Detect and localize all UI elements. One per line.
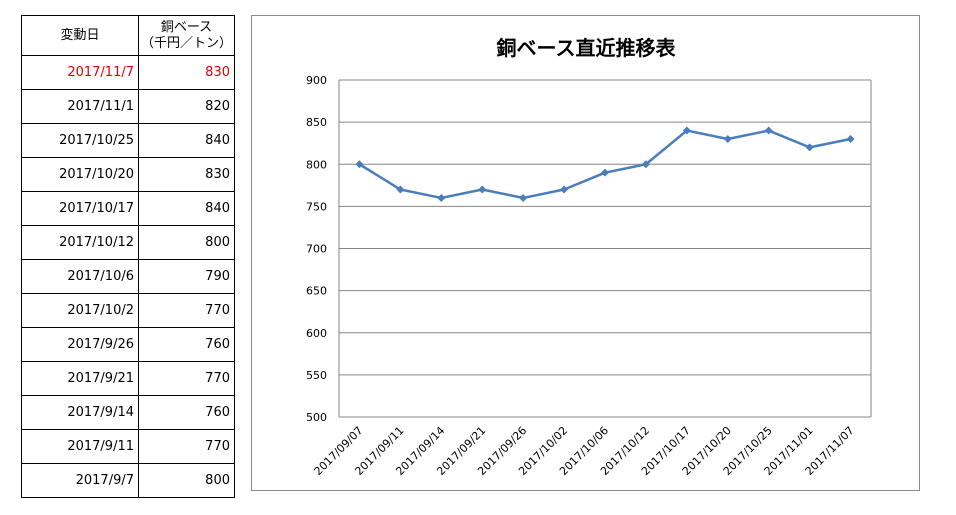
cell-date[interactable]: 2017/10/6 [21,259,139,294]
cell-price[interactable]: 820 [138,89,235,124]
table-header-row: 変動日 銅ベース （千円／トン） [21,15,235,56]
table-row[interactable]: 2017/9/11 770 [21,429,235,464]
table-row[interactable]: 2017/10/17 840 [21,191,235,226]
cell-price[interactable]: 800 [138,225,235,260]
cell-price[interactable]: 830 [138,55,235,90]
table-row[interactable]: 2017/10/12 800 [21,225,235,260]
data-point[interactable] [601,168,609,177]
table-row[interactable]: 2017/10/25 840 [21,123,235,158]
data-point[interactable] [641,160,650,169]
data-point[interactable] [355,160,364,169]
line-chart[interactable]: 銅ベース直近推移表 500 550 600 650 700 750 800 850 900 20… [251,15,920,491]
table-row[interactable]: 2017/9/21 770 [21,361,235,396]
data-point[interactable] [437,193,446,202]
data-point[interactable] [764,126,773,135]
data-point[interactable] [519,193,528,202]
data-point[interactable] [478,185,487,194]
table-row[interactable]: 2017/9/7 800 [21,463,235,498]
table-row[interactable]: 2017/10/2 770 [21,293,235,328]
table-row[interactable]: 2017/11/1 820 [21,89,235,124]
y-tick-label: 650 [306,285,327,298]
cell-date[interactable]: 2017/11/1 [21,89,139,124]
table-row[interactable]: 2017/10/20 830 [21,157,235,192]
cell-date[interactable]: 2017/10/17 [21,191,139,226]
chart-title: 銅ベース直近推移表 [497,36,677,60]
y-tick-label: 550 [306,369,327,382]
cell-date[interactable]: 2017/9/21 [21,361,139,396]
cell-date[interactable]: 2017/10/12 [21,225,139,260]
cell-date[interactable]: 2017/10/25 [21,123,139,158]
y-tick-label: 750 [306,200,327,213]
cell-price[interactable]: 770 [138,429,235,464]
table-row[interactable]: 2017/9/14 760 [21,395,235,430]
cell-price[interactable]: 790 [138,259,235,294]
cell-price[interactable]: 760 [138,395,235,430]
cell-price[interactable]: 840 [138,191,235,226]
y-tick-label: 900 [306,74,327,87]
data-point[interactable] [805,143,814,152]
y-tick-label: 700 [306,243,327,256]
data-point[interactable] [682,126,691,135]
data-point[interactable] [560,185,569,194]
cell-date[interactable]: 2017/11/7 [21,55,139,90]
header-price-line1: 銅ベース [160,19,213,35]
cell-price[interactable]: 770 [138,361,235,396]
cell-date[interactable]: 2017/9/7 [21,463,139,498]
cell-price[interactable]: 760 [138,327,235,362]
y-tick-label: 500 [306,411,327,424]
price-table: 変動日 銅ベース （千円／トン） 2017/11/7 830 2017/11/1 82… [21,15,235,498]
cell-date[interactable]: 2017/10/2 [21,293,139,328]
y-tick-label: 600 [306,327,327,340]
header-date[interactable]: 変動日 [21,15,139,56]
cell-price[interactable]: 770 [138,293,235,328]
y-tick-label: 800 [306,158,327,171]
cell-price[interactable]: 800 [138,463,235,498]
cell-date[interactable]: 2017/9/14 [21,395,139,430]
data-point[interactable] [846,134,855,143]
y-tick-label: 850 [306,116,327,129]
header-price-line2: （千円／トン） [140,35,232,51]
cell-price[interactable]: 830 [138,157,235,192]
cell-price[interactable]: 840 [138,123,235,158]
data-point[interactable] [723,134,732,143]
header-price[interactable]: 銅ベース （千円／トン） [138,15,235,56]
table-row[interactable]: 2017/11/7 830 [21,55,235,90]
table-row[interactable]: 2017/10/6 790 [21,259,235,294]
cell-date[interactable]: 2017/9/11 [21,429,139,464]
data-point[interactable] [396,185,405,194]
table-row[interactable]: 2017/9/26 760 [21,327,235,362]
cell-date[interactable]: 2017/9/26 [21,327,139,362]
cell-date[interactable]: 2017/10/20 [21,157,139,192]
